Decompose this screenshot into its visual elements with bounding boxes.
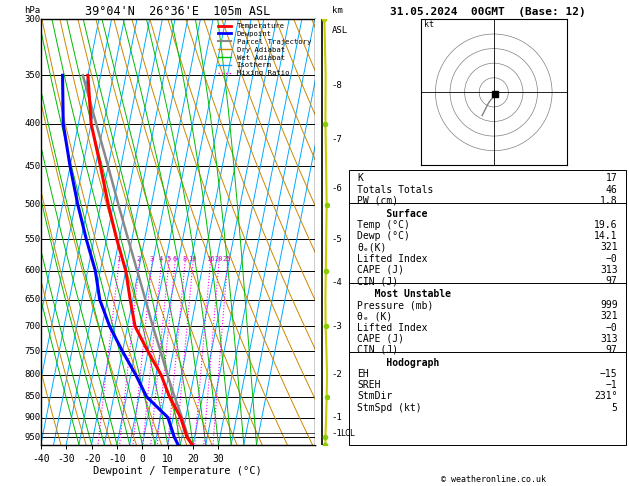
Text: 14.1: 14.1	[594, 231, 618, 241]
Text: -8: -8	[331, 81, 342, 90]
Text: 321: 321	[600, 243, 618, 252]
Text: 5: 5	[166, 257, 170, 262]
Text: 1: 1	[116, 257, 121, 262]
Text: 450: 450	[24, 162, 40, 171]
Text: 800: 800	[24, 370, 40, 380]
Text: Surface: Surface	[357, 209, 428, 219]
Text: 550: 550	[24, 235, 40, 243]
Text: 313: 313	[600, 334, 618, 344]
Text: 97: 97	[606, 345, 618, 355]
Text: Mixing Ratio (g/kg): Mixing Ratio (g/kg)	[333, 188, 343, 276]
Text: CIN (J): CIN (J)	[357, 345, 399, 355]
Text: 6: 6	[172, 257, 177, 262]
Legend: Temperature, Dewpoint, Parcel Trajectory, Dry Adiabat, Wet Adiabat, Isotherm, Mi: Temperature, Dewpoint, Parcel Trajectory…	[218, 23, 311, 76]
Text: 850: 850	[24, 392, 40, 401]
Text: -1: -1	[331, 429, 342, 438]
Text: K: K	[357, 174, 364, 183]
Text: 17: 17	[606, 174, 618, 183]
Text: −0: −0	[606, 254, 618, 263]
Text: 750: 750	[24, 347, 40, 356]
Text: 950: 950	[24, 433, 40, 442]
Text: Most Unstable: Most Unstable	[357, 289, 452, 299]
Text: © weatheronline.co.uk: © weatheronline.co.uk	[442, 474, 546, 484]
Text: -5: -5	[331, 235, 342, 243]
Text: 46: 46	[606, 185, 618, 195]
Text: 25: 25	[223, 257, 231, 262]
Text: 2: 2	[136, 257, 141, 262]
Text: hPa: hPa	[24, 6, 40, 15]
Text: 650: 650	[24, 295, 40, 304]
Text: -1: -1	[331, 413, 342, 422]
Text: km: km	[332, 6, 343, 15]
Text: SREH: SREH	[357, 380, 381, 390]
Text: EH: EH	[357, 369, 369, 379]
Text: Lifted Index: Lifted Index	[357, 254, 428, 263]
Text: StmDir: StmDir	[357, 391, 392, 401]
Text: −0: −0	[606, 323, 618, 332]
Text: Pressure (mb): Pressure (mb)	[357, 300, 434, 310]
Title: 39°04'N  26°36'E  105m ASL: 39°04'N 26°36'E 105m ASL	[85, 5, 270, 18]
Text: 5: 5	[611, 403, 618, 413]
Text: -3: -3	[331, 322, 342, 331]
Text: 321: 321	[600, 312, 618, 321]
Text: 16: 16	[206, 257, 214, 262]
Text: 900: 900	[24, 413, 40, 422]
Text: 31.05.2024  00GMT  (Base: 12): 31.05.2024 00GMT (Base: 12)	[389, 7, 586, 17]
Text: 4: 4	[159, 257, 163, 262]
Text: 600: 600	[24, 266, 40, 275]
Text: 231°: 231°	[594, 391, 618, 401]
Text: Dewp (°C): Dewp (°C)	[357, 231, 410, 241]
Text: 300: 300	[24, 15, 40, 24]
Text: 313: 313	[600, 265, 618, 275]
Text: CAPE (J): CAPE (J)	[357, 334, 404, 344]
Text: 8: 8	[182, 257, 187, 262]
Text: 350: 350	[24, 71, 40, 80]
Text: −1: −1	[606, 380, 618, 390]
Text: 20: 20	[214, 257, 223, 262]
Text: 19.6: 19.6	[594, 220, 618, 230]
Text: CIN (J): CIN (J)	[357, 276, 399, 286]
Text: 10: 10	[188, 257, 197, 262]
Text: -2: -2	[331, 370, 342, 380]
Text: θₑ(K): θₑ(K)	[357, 243, 387, 252]
Text: kt: kt	[424, 20, 434, 29]
Text: 400: 400	[24, 119, 40, 128]
Text: CAPE (J): CAPE (J)	[357, 265, 404, 275]
Text: Temp (°C): Temp (°C)	[357, 220, 410, 230]
Text: Hodograph: Hodograph	[357, 358, 440, 368]
X-axis label: Dewpoint / Temperature (°C): Dewpoint / Temperature (°C)	[93, 467, 262, 476]
Text: 97: 97	[606, 276, 618, 286]
Text: PW (cm): PW (cm)	[357, 196, 399, 206]
Text: ASL: ASL	[332, 26, 348, 35]
Text: −15: −15	[600, 369, 618, 379]
Text: -4: -4	[331, 278, 342, 287]
Text: -7: -7	[331, 135, 342, 144]
Text: 500: 500	[24, 200, 40, 209]
Text: 999: 999	[600, 300, 618, 310]
Text: LCL: LCL	[341, 429, 355, 438]
Text: 3: 3	[150, 257, 153, 262]
Text: -6: -6	[331, 184, 342, 193]
Text: Lifted Index: Lifted Index	[357, 323, 428, 332]
Text: 700: 700	[24, 322, 40, 331]
Text: 1.8: 1.8	[600, 196, 618, 206]
Text: StmSpd (kt): StmSpd (kt)	[357, 403, 422, 413]
Text: θₑ (K): θₑ (K)	[357, 312, 392, 321]
Text: Totals Totals: Totals Totals	[357, 185, 434, 195]
